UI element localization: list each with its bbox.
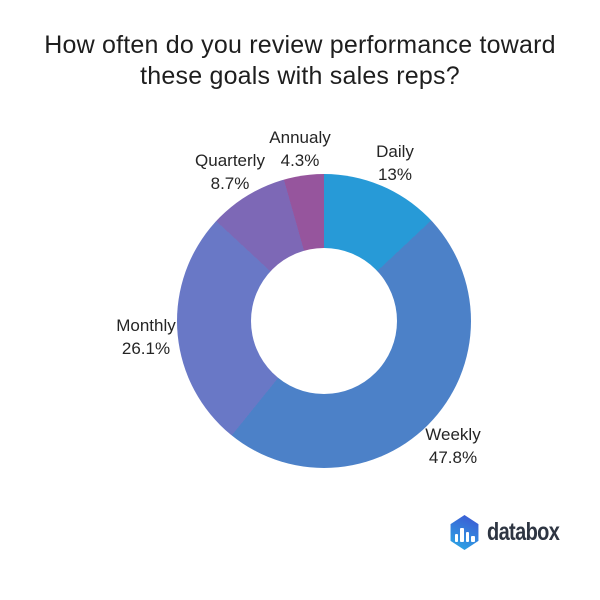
chart-title-line-2: these goals with sales reps? [140, 62, 460, 90]
slice-name-weekly: Weekly [425, 425, 481, 444]
donut-chart [177, 174, 471, 468]
bar-icon-segment [454, 534, 458, 542]
databox-logo: databox [449, 515, 577, 550]
donut-hole [251, 248, 397, 394]
slice-label-monthly: Monthly 26.1% [116, 314, 176, 360]
chart-title-line-1: How often do you review performance towa… [44, 31, 556, 59]
chart-title: How often do you review performance towa… [40, 30, 560, 92]
slice-value-quarterly: 8.7% [210, 174, 250, 193]
slice-value-daily: 13% [377, 165, 413, 184]
databox-wordmark: databox [487, 518, 560, 546]
slice-name-annualy: Annualy [269, 128, 331, 147]
bar-icon-segment [460, 528, 464, 542]
slice-label-annualy: Annualy 4.3% [269, 126, 330, 172]
slice-name-daily: Daily [376, 142, 414, 161]
slice-label-weekly: Weekly 47.8% [425, 423, 480, 469]
bar-icon-segment [465, 532, 469, 542]
databox-hexagon-icon [450, 515, 479, 550]
slice-label-daily: Daily 13% [376, 140, 414, 186]
slice-label-quarterly: Quarterly 8.7% [195, 149, 265, 195]
slice-name-quarterly: Quarterly [195, 151, 265, 170]
bar-icon-segment [471, 536, 475, 542]
slice-value-monthly: 26.1% [121, 339, 171, 358]
slice-value-annualy: 4.3% [280, 151, 320, 170]
slice-name-monthly: Monthly [116, 316, 176, 335]
bar-chart-icon [454, 526, 475, 542]
slice-value-weekly: 47.8% [428, 448, 478, 467]
